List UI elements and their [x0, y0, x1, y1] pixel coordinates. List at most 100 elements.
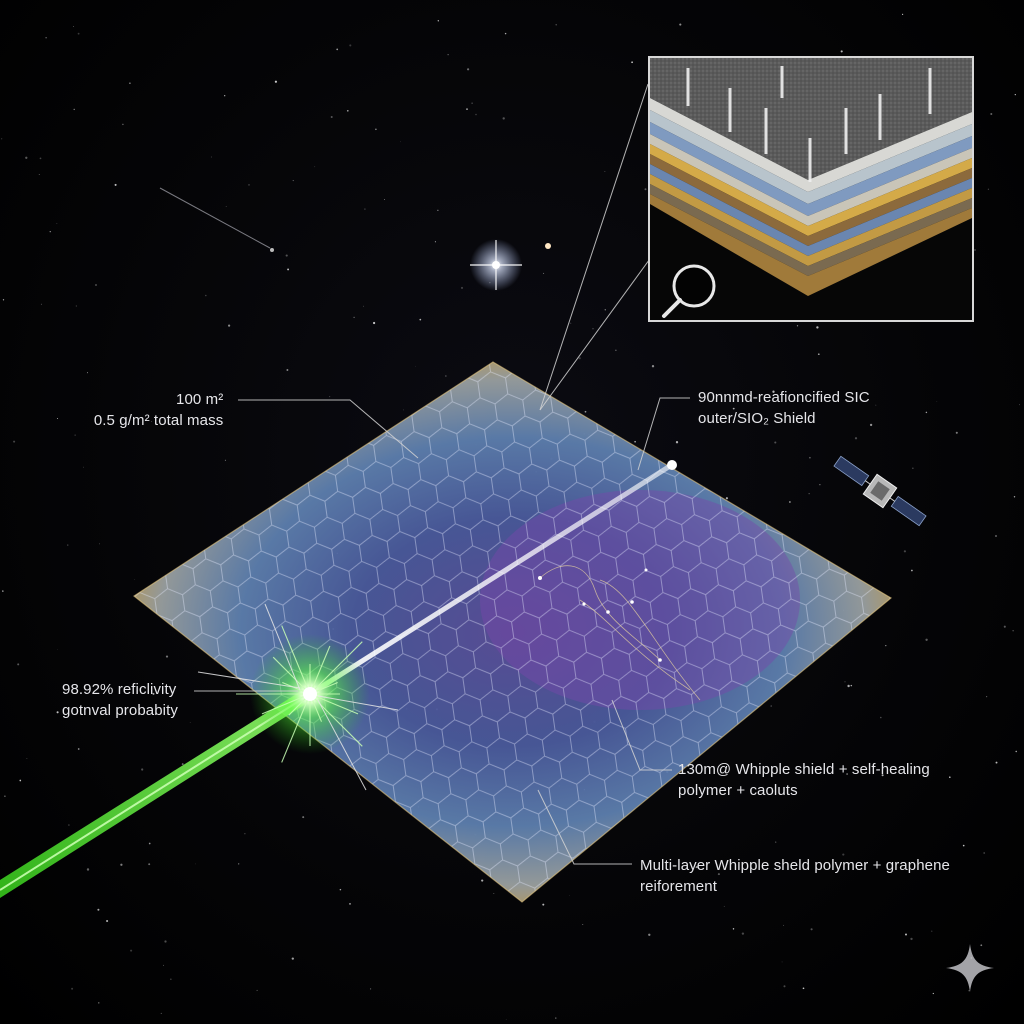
star — [582, 923, 584, 926]
star — [912, 467, 914, 469]
star — [2, 299, 5, 301]
star — [631, 61, 633, 64]
star — [725, 497, 729, 500]
star — [542, 903, 545, 906]
star — [475, 113, 477, 116]
star — [40, 303, 42, 305]
label-shield: 90nnmd-reafioncified SIC outer/SIO₂ Shie… — [698, 387, 870, 429]
star — [170, 978, 172, 980]
label-multilayer-line2: reiforement — [640, 878, 717, 895]
star — [210, 156, 212, 158]
star — [1014, 93, 1016, 96]
star — [38, 174, 40, 175]
star — [56, 417, 59, 420]
star — [881, 774, 884, 777]
star — [983, 852, 986, 854]
star — [68, 824, 70, 826]
star — [880, 716, 882, 719]
star — [238, 863, 240, 865]
label-area-mass: 100 m² 0.5 g/m² total mass — [94, 389, 224, 431]
magnifier-icon — [662, 264, 716, 318]
star — [505, 1019, 507, 1021]
star — [375, 128, 377, 131]
star — [504, 32, 507, 35]
flare-ray — [309, 693, 363, 747]
star — [205, 294, 207, 297]
star — [1015, 750, 1017, 753]
star — [286, 369, 289, 371]
satellite — [833, 455, 927, 527]
star — [949, 776, 951, 778]
star — [904, 933, 908, 936]
star — [256, 989, 258, 991]
star — [796, 325, 799, 327]
star — [292, 180, 294, 182]
star — [925, 638, 928, 641]
star — [634, 440, 636, 443]
star — [493, 893, 495, 895]
star — [346, 109, 349, 112]
label-whipple-line1: 130m@ Whipple shield + self-healing — [678, 761, 930, 778]
star — [25, 156, 28, 159]
star — [675, 441, 679, 444]
star — [854, 437, 858, 440]
star — [936, 401, 938, 403]
star — [364, 208, 366, 210]
star — [741, 932, 745, 935]
label-area: 100 m² — [176, 391, 224, 408]
star — [570, 322, 572, 324]
star — [723, 905, 725, 907]
star — [148, 842, 151, 845]
star — [808, 493, 810, 495]
star — [1003, 625, 1006, 628]
bright-star — [470, 239, 551, 291]
star — [49, 231, 51, 233]
star — [195, 863, 196, 865]
star — [56, 711, 59, 714]
streak-dot — [270, 248, 274, 252]
label-mass: 0.5 g/m² total mass — [93, 412, 224, 429]
impact-traces — [539, 565, 701, 701]
star — [17, 663, 20, 666]
star — [224, 459, 226, 461]
star — [349, 903, 351, 905]
star — [604, 309, 606, 311]
star — [141, 768, 144, 771]
layer-stack — [650, 98, 972, 296]
label-reflectivity: 98.92% reficlivity gotnval probabity — [62, 679, 178, 721]
star — [555, 1017, 557, 1019]
star — [995, 761, 998, 764]
star — [415, 365, 417, 367]
sparkle-icon — [946, 944, 994, 992]
star — [4, 795, 6, 797]
star — [1013, 496, 1016, 498]
star — [165, 655, 169, 658]
star — [903, 550, 907, 553]
star — [817, 353, 820, 356]
star — [466, 68, 470, 71]
star — [925, 411, 928, 414]
star — [57, 649, 58, 651]
star — [962, 844, 965, 847]
star — [471, 102, 473, 104]
star — [437, 20, 439, 22]
star — [774, 441, 777, 444]
star — [974, 249, 976, 251]
star — [329, 396, 331, 398]
star — [783, 924, 785, 926]
star — [45, 37, 47, 39]
laser-core — [0, 693, 311, 891]
star — [181, 763, 184, 766]
star — [330, 115, 333, 119]
star — [362, 305, 365, 307]
star — [244, 833, 246, 835]
star — [902, 13, 904, 15]
star — [67, 544, 69, 546]
star — [287, 268, 290, 271]
star — [783, 985, 786, 988]
star — [772, 390, 775, 393]
star — [400, 141, 401, 143]
star — [384, 199, 386, 201]
label-multilayer-line1: Multi-layer Whipple sheld polymer + grap… — [640, 857, 950, 874]
